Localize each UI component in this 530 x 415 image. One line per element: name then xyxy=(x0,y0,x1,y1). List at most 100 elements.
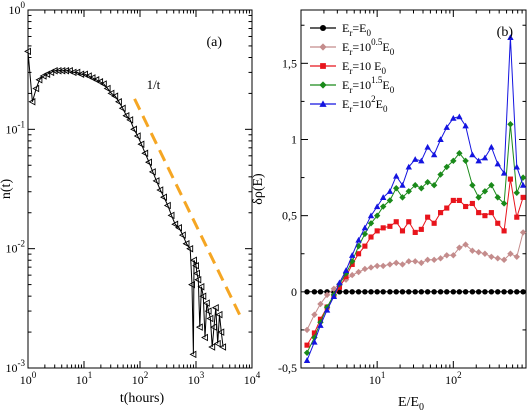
panel-b-data-point xyxy=(367,220,375,227)
panel-a-data-point xyxy=(137,140,145,148)
panel-b-data-point xyxy=(367,212,375,219)
panel-b-data-point xyxy=(507,250,514,257)
panel-a-data-point xyxy=(215,310,223,319)
panel-a-data-point xyxy=(28,98,36,106)
panel-b-series-1 xyxy=(303,229,527,334)
panel-a-data-point xyxy=(103,84,111,93)
panel-b-data-point xyxy=(412,229,418,235)
panel-b-data-point xyxy=(361,230,369,238)
panel-a-data-point xyxy=(32,84,40,93)
panel-a-data-point xyxy=(43,70,51,78)
panel-b-data-point xyxy=(362,289,368,295)
panel-b-data-point xyxy=(399,261,406,268)
panel-b-data-point xyxy=(393,259,400,267)
panel-a-data-point xyxy=(152,177,160,185)
panel-a-data-point xyxy=(208,343,216,351)
panel-b-data-point xyxy=(513,163,520,170)
panel-b-data-point xyxy=(303,349,311,356)
panel-b-data-point xyxy=(519,229,527,236)
panel-b-data-point xyxy=(462,157,469,165)
legend-label: Er=E0 xyxy=(342,21,371,38)
panel-b-frame xyxy=(300,9,527,369)
panel-b-data-point xyxy=(386,261,394,268)
panel-b-ytick-label: 1 xyxy=(291,132,297,146)
legend-marker xyxy=(319,24,327,32)
legend-label: Er=100.5E0 xyxy=(342,37,395,57)
panel-a-data-point xyxy=(188,280,195,289)
panel-b-data-point xyxy=(379,194,387,200)
legend-label: Er=101.5E0 xyxy=(342,75,395,95)
panel-b-data-point xyxy=(430,256,438,264)
panel-b-data-point xyxy=(482,213,488,219)
panel-b-data-point xyxy=(304,289,310,295)
panel-b-data-point xyxy=(355,268,362,276)
panel-b-data-point xyxy=(355,236,362,243)
panel-b-data-point xyxy=(462,289,469,295)
panel-b-data-point xyxy=(438,210,444,216)
panel-b-series-0 xyxy=(304,289,526,295)
legend-marker xyxy=(320,63,326,69)
panel-a-series-line xyxy=(27,51,224,355)
panel-b-data-point xyxy=(513,189,520,197)
panel-b-data-point xyxy=(481,188,489,195)
panel-a-data-point xyxy=(202,299,210,307)
panel-a-data-point xyxy=(197,282,205,291)
panel-b-data-point xyxy=(500,169,508,176)
panel-b-data-point xyxy=(514,214,520,220)
panel-b-data-point xyxy=(424,143,431,150)
panel-b-data-point xyxy=(304,342,310,348)
panel-b-data-point xyxy=(431,289,437,295)
panel-a-frame xyxy=(27,9,253,369)
panel-a-data-point xyxy=(81,70,88,78)
legend-label: Er=102E0 xyxy=(342,94,388,114)
panel-a-data-point xyxy=(107,89,115,98)
panel-b-data-point xyxy=(412,289,418,295)
panel-b-data-point xyxy=(469,181,476,189)
panel-b-data-point xyxy=(437,255,444,262)
panel-b-data-point xyxy=(393,172,400,179)
panel-b-data-point xyxy=(450,252,457,259)
legend-entry: Er=101.5E0 xyxy=(310,75,395,95)
panel-a-data-point xyxy=(65,66,73,75)
panel-b-data-point xyxy=(514,289,520,295)
panel-b-label: (b) xyxy=(497,25,514,40)
panel-b-data-point xyxy=(418,185,425,192)
panel-a-data-point xyxy=(195,323,203,331)
panel-b-data-point xyxy=(475,157,482,164)
panel-b-data-point xyxy=(462,241,469,248)
panel-b-data-point xyxy=(317,289,324,295)
panel-b-data-point xyxy=(430,151,438,158)
panel-b-data-point xyxy=(311,334,318,341)
panel-b-series-3 xyxy=(303,121,527,356)
panel-b-data-point xyxy=(481,250,489,257)
panel-b-data-point xyxy=(399,289,406,295)
panel-b-data-point xyxy=(393,289,399,295)
legend-marker xyxy=(319,100,327,107)
panel-a-data-point xyxy=(178,231,186,239)
panel-b-data-point xyxy=(418,226,424,232)
panel-b-data-point xyxy=(488,143,495,150)
panel-b-data-point xyxy=(323,306,331,313)
panel-b-data-point xyxy=(323,291,331,299)
panel-b-data-point xyxy=(393,219,399,225)
panel-a-xtick-label: 101 xyxy=(76,370,93,387)
panel-b-data-point xyxy=(507,34,514,40)
panel-b-data-point xyxy=(462,122,469,129)
panel-b-data-point xyxy=(494,255,501,262)
panel-b-data-point xyxy=(437,171,444,178)
panel-b-data-point xyxy=(348,271,356,279)
panel-b-data-point xyxy=(519,181,527,188)
panel-b-data-point xyxy=(443,252,450,259)
panel-b-data-point xyxy=(311,311,318,318)
panel-b-data-point xyxy=(456,150,463,157)
panel-b-data-point xyxy=(399,194,406,201)
panel-b-data-point xyxy=(368,234,374,240)
panel-a-xtick-label: 104 xyxy=(244,370,261,387)
panel-b-data-point xyxy=(342,267,350,274)
panel-a-data-point xyxy=(175,223,182,232)
panel-a-data-point xyxy=(206,314,214,323)
panel-b-data-point xyxy=(507,289,514,295)
legend-label: Er=10 E0 xyxy=(342,59,386,76)
panel-b-data-point xyxy=(469,289,476,295)
panel-b-data-point xyxy=(424,289,431,295)
